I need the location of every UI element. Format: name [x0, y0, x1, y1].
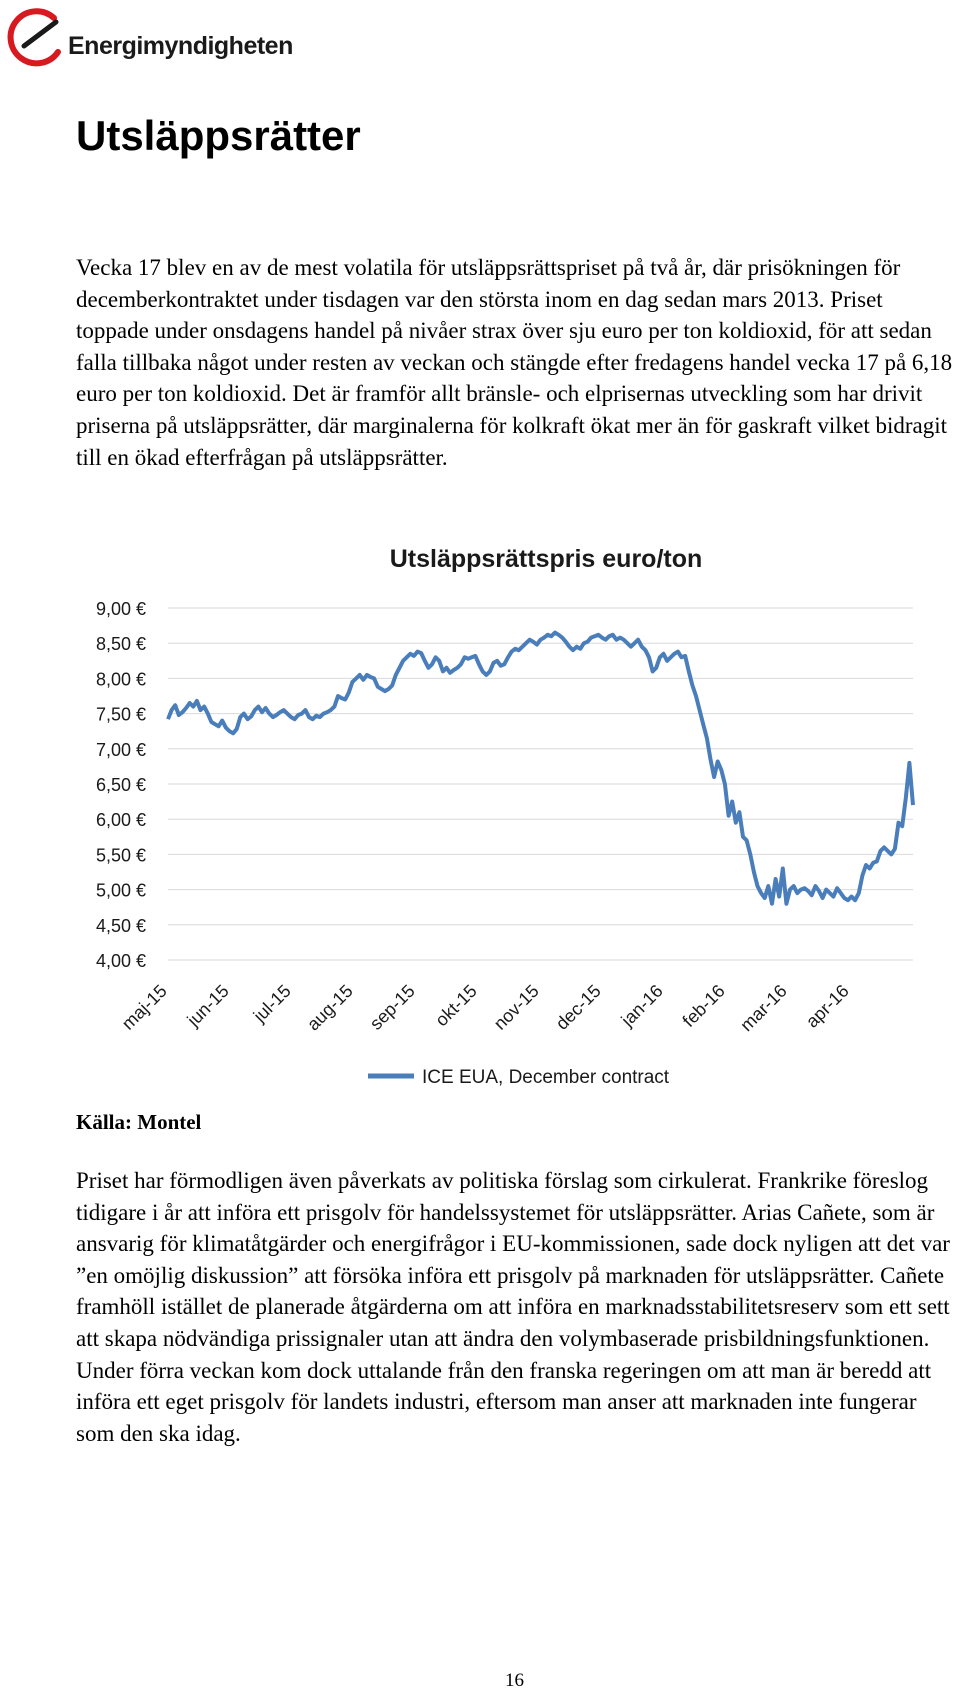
- y-tick-label: 4,00 €: [96, 951, 146, 971]
- x-axis-labels: maj-15 jun-15 jul-15 aug-15 sep-15 okt-15 nov-…: [118, 981, 853, 1035]
- energimyndigheten-logo: Energimyndigheten: [6, 4, 296, 68]
- x-tick-label: nov-15: [490, 981, 543, 1034]
- x-tick-label: sep-15: [366, 981, 419, 1034]
- y-tick-label: 9,00 €: [96, 599, 146, 619]
- x-tick-label: feb-16: [679, 981, 729, 1031]
- y-tick-label: 4,50 €: [96, 916, 146, 936]
- series-line: [166, 630, 915, 906]
- page-title: Utsläppsrätter: [76, 112, 361, 159]
- chart-title: Utsläppsrättspris euro/ton: [390, 545, 703, 573]
- x-tick-label: jun-15: [183, 981, 233, 1031]
- chart-gridlines: [168, 607, 913, 961]
- x-tick-label: maj-15: [118, 981, 171, 1034]
- chart-source: Källa: Montel: [76, 1110, 202, 1134]
- logo-text: Energimyndigheten: [68, 32, 293, 60]
- x-tick-label: apr-16: [802, 981, 853, 1032]
- y-tick-label: 8,50 €: [96, 634, 146, 654]
- price-line-chart: Utsläppsrättspris euro/ton 9,00 € 8,50 € 8…: [96, 545, 915, 1088]
- y-tick-label: 8,00 €: [96, 669, 146, 689]
- x-tick-label: jan-16: [617, 981, 667, 1031]
- y-tick-label: 6,50 €: [96, 775, 146, 795]
- chart-legend: ICE EUA, December contract: [368, 1067, 670, 1088]
- page-number: 16: [505, 1670, 524, 1691]
- y-tick-label: 7,00 €: [96, 740, 146, 760]
- x-tick-label: mar-16: [736, 981, 790, 1035]
- intro-paragraph: Vecka 17 blev en av de mest volatila för…: [76, 255, 953, 470]
- y-tick-label: 6,00 €: [96, 810, 146, 830]
- body-paragraph: Priset har förmodligen även påverkats av…: [76, 1168, 950, 1446]
- y-tick-label: 5,50 €: [96, 845, 146, 865]
- y-tick-label: 5,00 €: [96, 881, 146, 901]
- x-tick-label: okt-15: [431, 981, 481, 1031]
- x-tick-label: aug-15: [303, 981, 357, 1035]
- x-tick-label: dec-15: [552, 981, 605, 1034]
- logo-mark-icon: [7, 8, 61, 67]
- legend-label: ICE EUA, December contract: [422, 1067, 670, 1088]
- x-tick-label: jul-15: [249, 981, 295, 1027]
- y-axis-labels: 9,00 € 8,50 € 8,00 € 7,50 € 7,00 € 6,50 € 6,00…: [96, 599, 146, 971]
- y-tick-label: 7,50 €: [96, 705, 146, 725]
- chart-series: [166, 630, 915, 906]
